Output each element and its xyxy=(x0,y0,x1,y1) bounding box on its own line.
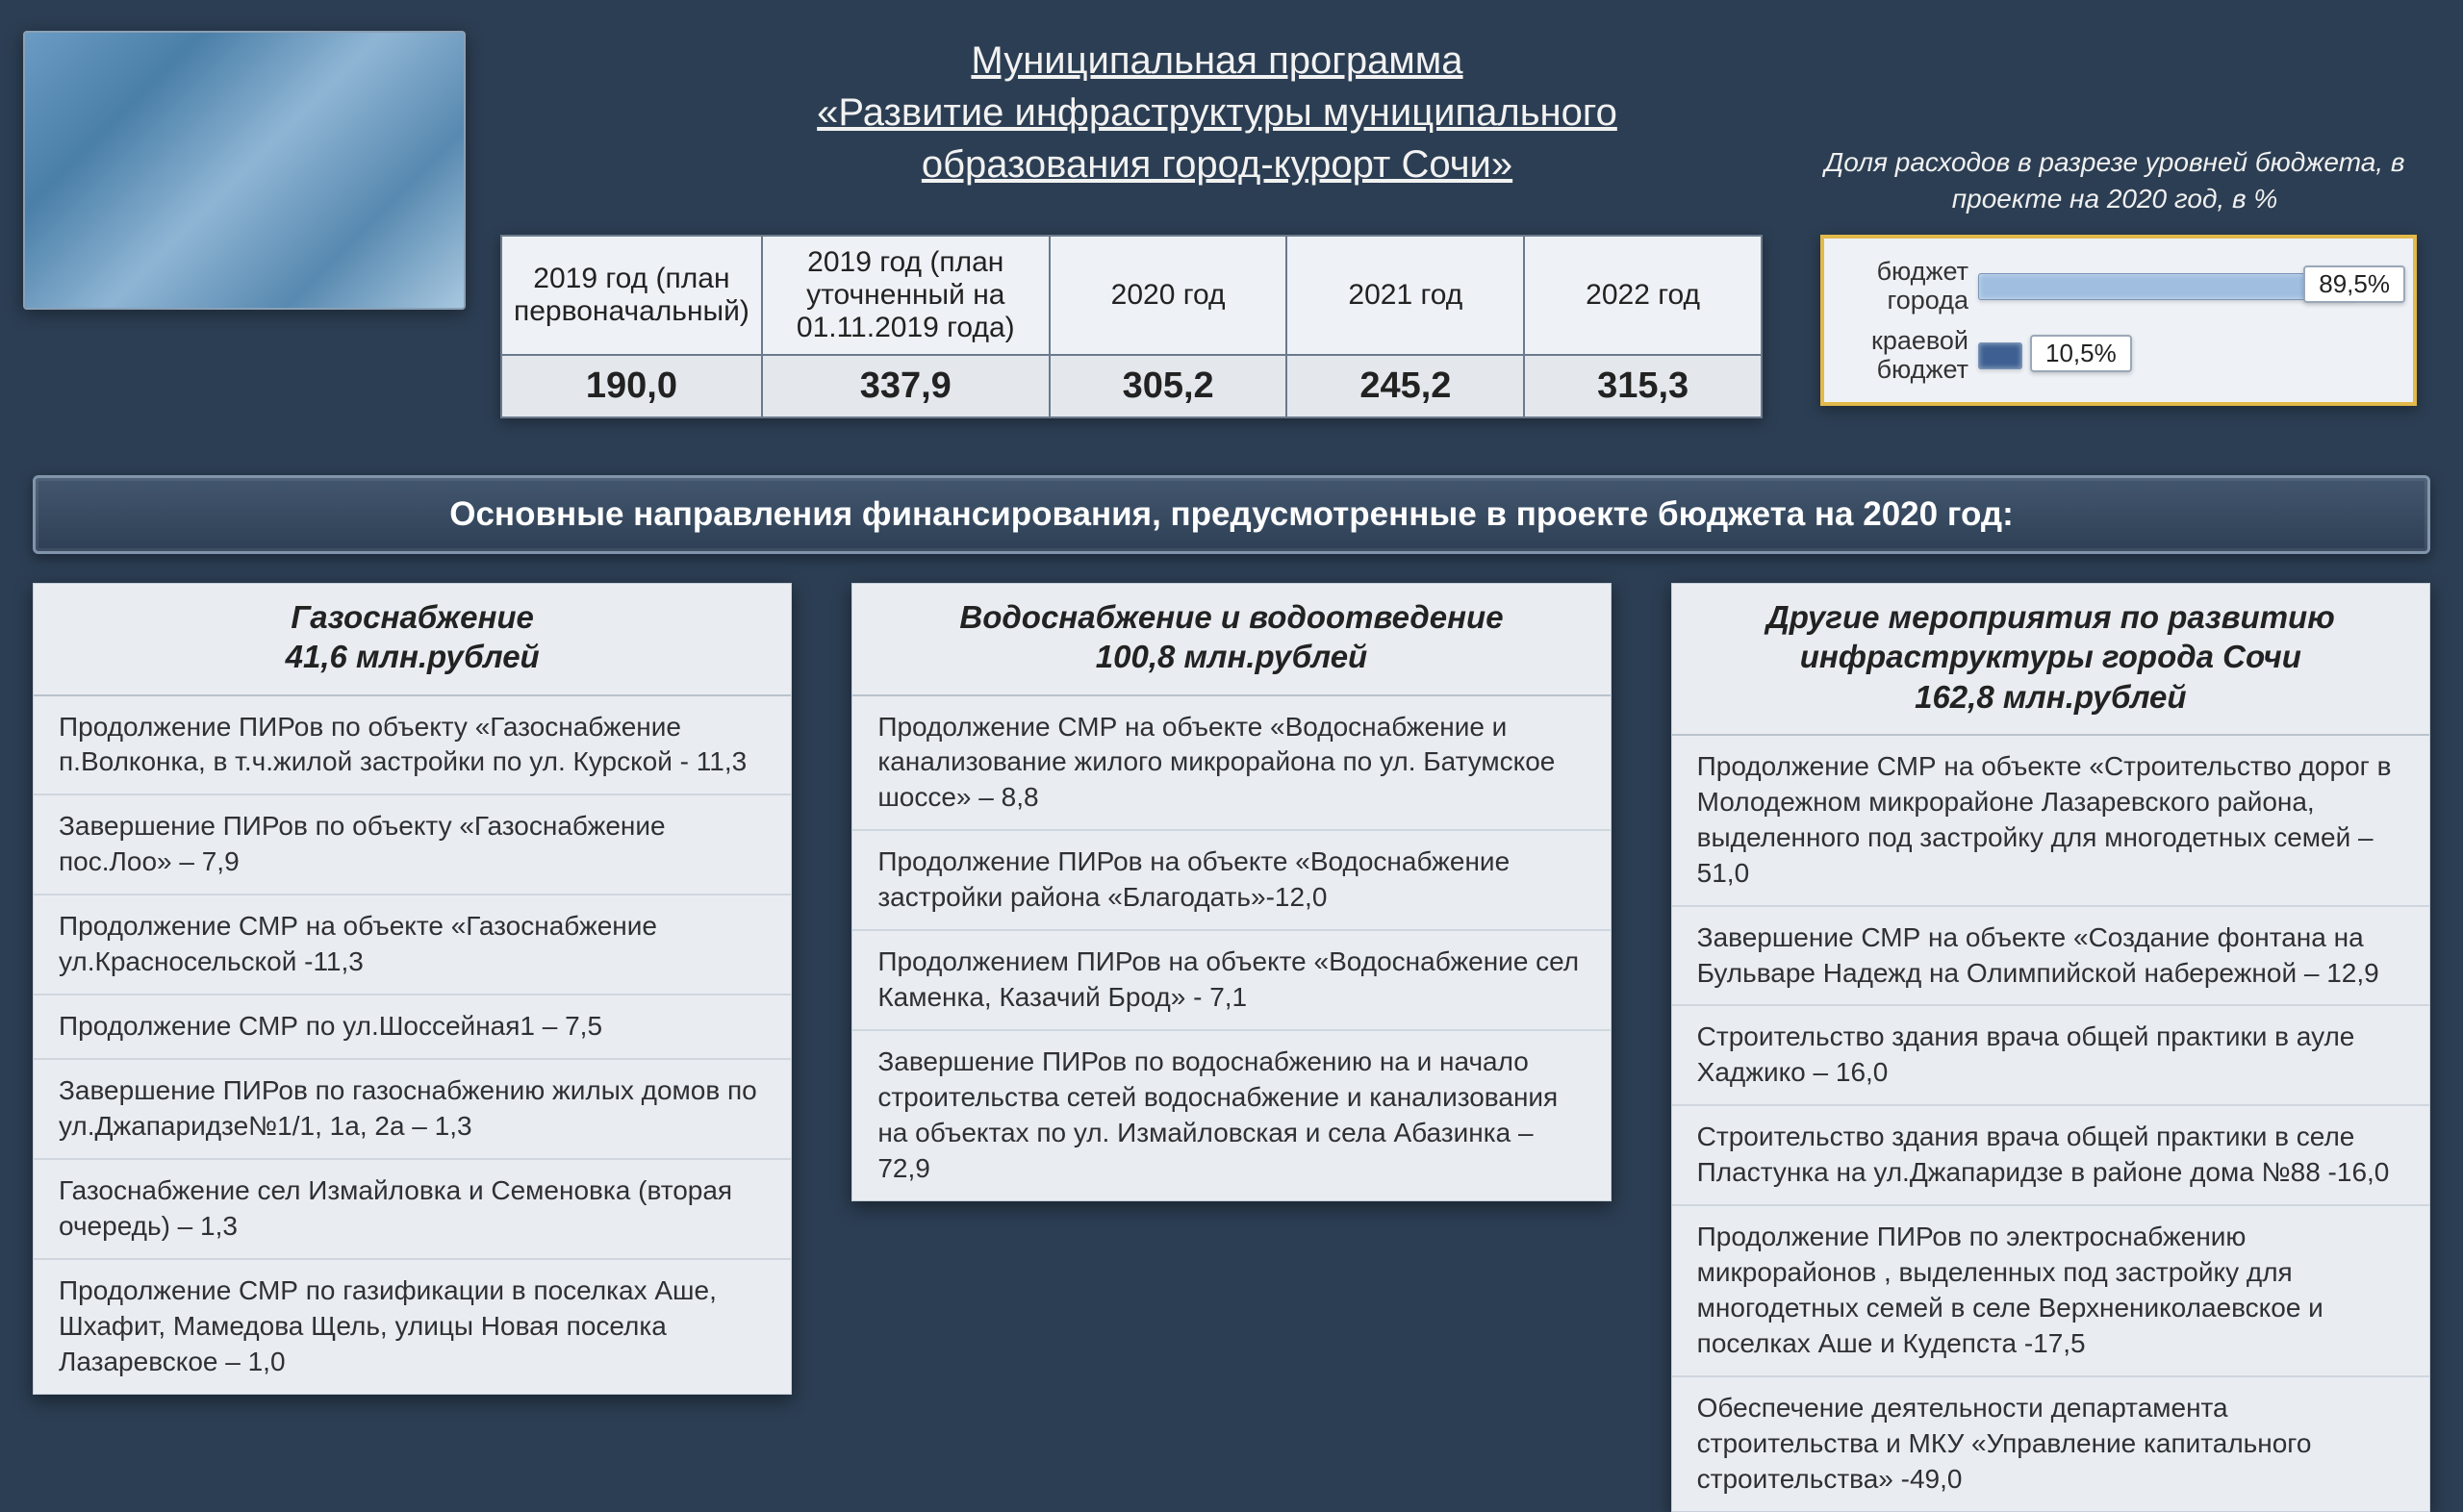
funding-card-title: Водоснабжение и водоотведение100,8 млн.р… xyxy=(852,584,1610,696)
budget-table-value: 190,0 xyxy=(501,355,762,417)
title-line-1: Муниципальная программа xyxy=(731,35,1703,87)
funding-item: Завершение СМР на объекте «Создание фонт… xyxy=(1672,905,2429,1005)
chart-row: бюджетгорода89,5% xyxy=(1834,252,2400,321)
chart-bar-track: 10,5% xyxy=(1978,337,2400,375)
funding-item: Продолжение ПИРов по объекту «Газоснабже… xyxy=(34,696,791,794)
title-line-2: «Развитие инфраструктуры муниципального xyxy=(731,87,1703,139)
funding-card: Водоснабжение и водоотведение100,8 млн.р… xyxy=(851,583,1611,1201)
funding-card-title: Газоснабжение41,6 млн.рублей xyxy=(34,584,791,696)
budget-table-header: 2021 год xyxy=(1286,236,1524,355)
funding-item: Завершение ПИРов по водоснабжению на и н… xyxy=(852,1029,1610,1200)
chart-bar xyxy=(1978,273,2355,300)
budget-share-chart: бюджетгорода89,5%краевойбюджет10,5% xyxy=(1820,235,2417,406)
funding-item: Продолжение ПИРов на объекте «Водоснабже… xyxy=(852,829,1610,929)
budget-table: 2019 год (план первоначальный)2019 год (… xyxy=(500,235,1763,418)
page-title: Муниципальная программа «Развитие инфрас… xyxy=(731,35,1703,190)
funding-columns: Газоснабжение41,6 млн.рублейПродолжение … xyxy=(33,583,2430,1362)
section-header: Основные направления финансирования, пре… xyxy=(33,475,2430,554)
budget-table-header: 2022 год xyxy=(1524,236,1762,355)
funding-item-list: Продолжение ПИРов по объекту «Газоснабже… xyxy=(34,696,791,1394)
chart-bar-value: 10,5% xyxy=(2030,335,2132,372)
chart-bar-track: 89,5% xyxy=(1978,267,2400,306)
funding-item: Завершение ПИРов по газоснабжению жилых … xyxy=(34,1058,791,1158)
funding-item: Завершение ПИРов по объекту «Газоснабжен… xyxy=(34,794,791,894)
funding-item: Продолжение СМР на объекте «Строительств… xyxy=(1672,736,2429,905)
budget-table-value: 305,2 xyxy=(1050,355,1287,417)
funding-item: Продолжением ПИРов на объекте «Водоснабж… xyxy=(852,929,1610,1029)
chart-bar xyxy=(1978,342,2022,369)
chart-row: краевойбюджет 10,5% xyxy=(1834,321,2400,391)
funding-card: Газоснабжение41,6 млн.рублейПродолжение … xyxy=(33,583,792,1395)
budget-table-value: 245,2 xyxy=(1286,355,1524,417)
funding-item-list: Продолжение СМР на объекте «Водоснабжени… xyxy=(852,696,1610,1200)
funding-card-title: Другие мероприятия по развитию инфрастру… xyxy=(1672,584,2429,736)
funding-item: Продолжение СМР на объекте «Газоснабжени… xyxy=(34,894,791,994)
chart-bar-label: бюджетгорода xyxy=(1834,258,1978,315)
funding-item: Обеспечение деятельности департамента ст… xyxy=(1672,1375,2429,1511)
budget-table-header: 2019 год (план первоначальный) xyxy=(501,236,762,355)
funding-item: Продолжение СМР по ул.Шоссейная1 – 7,5 xyxy=(34,994,791,1058)
chart-bar-label: краевойбюджет xyxy=(1834,327,1978,384)
hero-image xyxy=(23,31,466,310)
funding-item: Продолжение ПИРов по электроснабжению ми… xyxy=(1672,1204,2429,1375)
funding-item: Строительство здания врача общей практик… xyxy=(1672,1004,2429,1104)
budget-table-header: 2019 год (план уточненный на 01.11.2019 … xyxy=(762,236,1050,355)
chart-caption: Доля расходов в разрезе уровней бюджета,… xyxy=(1816,144,2413,217)
budget-table-value: 315,3 xyxy=(1524,355,1762,417)
funding-item: Строительство здания врача общей практик… xyxy=(1672,1104,2429,1204)
budget-table-header: 2020 год xyxy=(1050,236,1287,355)
title-line-3: образования город-курорт Сочи» xyxy=(731,139,1703,190)
budget-table-value: 337,9 xyxy=(762,355,1050,417)
funding-item: Продолжение СМР на объекте «Водоснабжени… xyxy=(852,696,1610,830)
chart-bar-value: 89,5% xyxy=(2303,265,2405,303)
funding-item-list: Продолжение СМР на объекте «Строительств… xyxy=(1672,736,2429,1511)
funding-card: Другие мероприятия по развитию инфрастру… xyxy=(1671,583,2430,1512)
funding-item: Газоснабжение сел Измайловка и Семеновка… xyxy=(34,1158,791,1258)
funding-item: Продолжение СМР по газификации в поселка… xyxy=(34,1258,791,1394)
